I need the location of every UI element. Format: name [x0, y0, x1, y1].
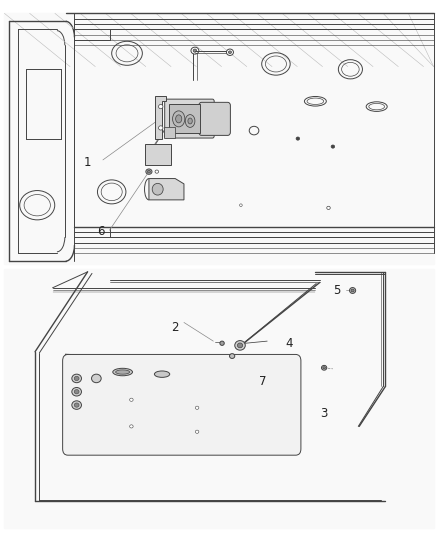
- Ellipse shape: [191, 47, 199, 54]
- Bar: [169, 104, 200, 133]
- Text: 5: 5: [334, 284, 341, 297]
- Ellipse shape: [331, 145, 335, 148]
- Ellipse shape: [74, 376, 79, 381]
- Ellipse shape: [113, 368, 132, 376]
- Ellipse shape: [193, 49, 197, 52]
- Ellipse shape: [296, 137, 300, 140]
- Ellipse shape: [176, 115, 182, 123]
- Ellipse shape: [350, 288, 356, 293]
- Polygon shape: [155, 96, 166, 139]
- Bar: [164, 127, 175, 138]
- Bar: [145, 144, 171, 165]
- Ellipse shape: [116, 370, 130, 374]
- Polygon shape: [149, 179, 184, 200]
- Ellipse shape: [74, 403, 79, 407]
- Ellipse shape: [130, 398, 133, 401]
- Ellipse shape: [154, 371, 170, 377]
- Ellipse shape: [72, 387, 81, 396]
- Ellipse shape: [235, 341, 245, 350]
- Ellipse shape: [220, 341, 224, 345]
- Text: 7: 7: [259, 375, 267, 387]
- Ellipse shape: [351, 289, 354, 292]
- Text: 2: 2: [171, 321, 179, 334]
- Ellipse shape: [321, 366, 327, 370]
- Ellipse shape: [155, 170, 159, 173]
- Ellipse shape: [72, 374, 81, 383]
- Ellipse shape: [72, 401, 81, 409]
- Ellipse shape: [173, 111, 185, 127]
- Ellipse shape: [327, 206, 330, 209]
- Ellipse shape: [92, 374, 101, 383]
- Ellipse shape: [237, 343, 243, 348]
- Ellipse shape: [130, 425, 133, 428]
- Ellipse shape: [240, 204, 242, 206]
- Text: 1: 1: [84, 156, 92, 169]
- Ellipse shape: [159, 126, 163, 130]
- Ellipse shape: [164, 134, 169, 138]
- Ellipse shape: [226, 49, 233, 55]
- Ellipse shape: [188, 118, 192, 124]
- FancyBboxPatch shape: [199, 102, 230, 135]
- Ellipse shape: [195, 406, 199, 409]
- Ellipse shape: [185, 115, 195, 127]
- FancyBboxPatch shape: [63, 354, 301, 455]
- Polygon shape: [79, 365, 285, 442]
- Ellipse shape: [147, 171, 151, 173]
- Ellipse shape: [195, 430, 199, 433]
- FancyBboxPatch shape: [165, 99, 214, 138]
- Ellipse shape: [74, 390, 79, 394]
- Ellipse shape: [146, 169, 152, 174]
- Polygon shape: [4, 13, 434, 264]
- Ellipse shape: [159, 104, 163, 109]
- Ellipse shape: [152, 183, 163, 195]
- Text: 4: 4: [285, 337, 293, 350]
- Text: 3: 3: [321, 407, 328, 419]
- Ellipse shape: [230, 354, 235, 358]
- Ellipse shape: [323, 367, 325, 369]
- Text: 6: 6: [97, 225, 105, 238]
- Ellipse shape: [152, 190, 155, 193]
- Ellipse shape: [229, 51, 231, 53]
- Polygon shape: [4, 269, 434, 528]
